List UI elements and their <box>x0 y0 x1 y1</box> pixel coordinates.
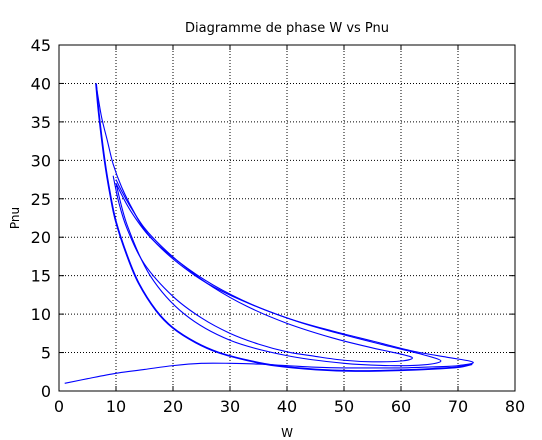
x-tick-label: 70 <box>448 397 468 416</box>
x-tick-label: 30 <box>220 397 240 416</box>
y-tick-label: 5 <box>41 344 51 363</box>
x-tick-label: 50 <box>334 397 354 416</box>
y-axis-label: Pnu <box>8 207 22 229</box>
trajectory-line-3 <box>115 183 442 367</box>
y-tick-label: 15 <box>31 267 51 286</box>
x-tick-label: 80 <box>505 397 525 416</box>
trajectory-line-0 <box>64 83 474 384</box>
y-tick-label: 10 <box>31 305 51 324</box>
series-group <box>64 83 474 384</box>
grid <box>59 45 515 391</box>
chart-title: Diagramme de phase W vs Pnu <box>185 21 389 36</box>
x-tick-label: 60 <box>391 397 411 416</box>
x-tick-label: 40 <box>277 397 297 416</box>
trajectory-line-1 <box>95 83 473 372</box>
y-tick-label: 45 <box>31 36 51 55</box>
y-tick-label: 30 <box>31 151 51 170</box>
x-axis-label: W <box>281 426 293 440</box>
y-tick-label: 25 <box>31 190 51 209</box>
y-tick-label: 20 <box>31 228 51 247</box>
x-tick-label: 20 <box>163 397 183 416</box>
y-tick-label: 40 <box>31 74 51 93</box>
x-tick-label: 10 <box>106 397 126 416</box>
trajectory-line-2 <box>112 175 413 363</box>
y-tick-label: 35 <box>31 113 51 132</box>
x-tick-label: 0 <box>54 397 64 416</box>
axis-ticks: 0 10 20 30 40 50 60 70 80 0 5 10 15 20 25 30 35 40 45 <box>31 36 526 416</box>
y-tick-label: 0 <box>41 382 51 401</box>
